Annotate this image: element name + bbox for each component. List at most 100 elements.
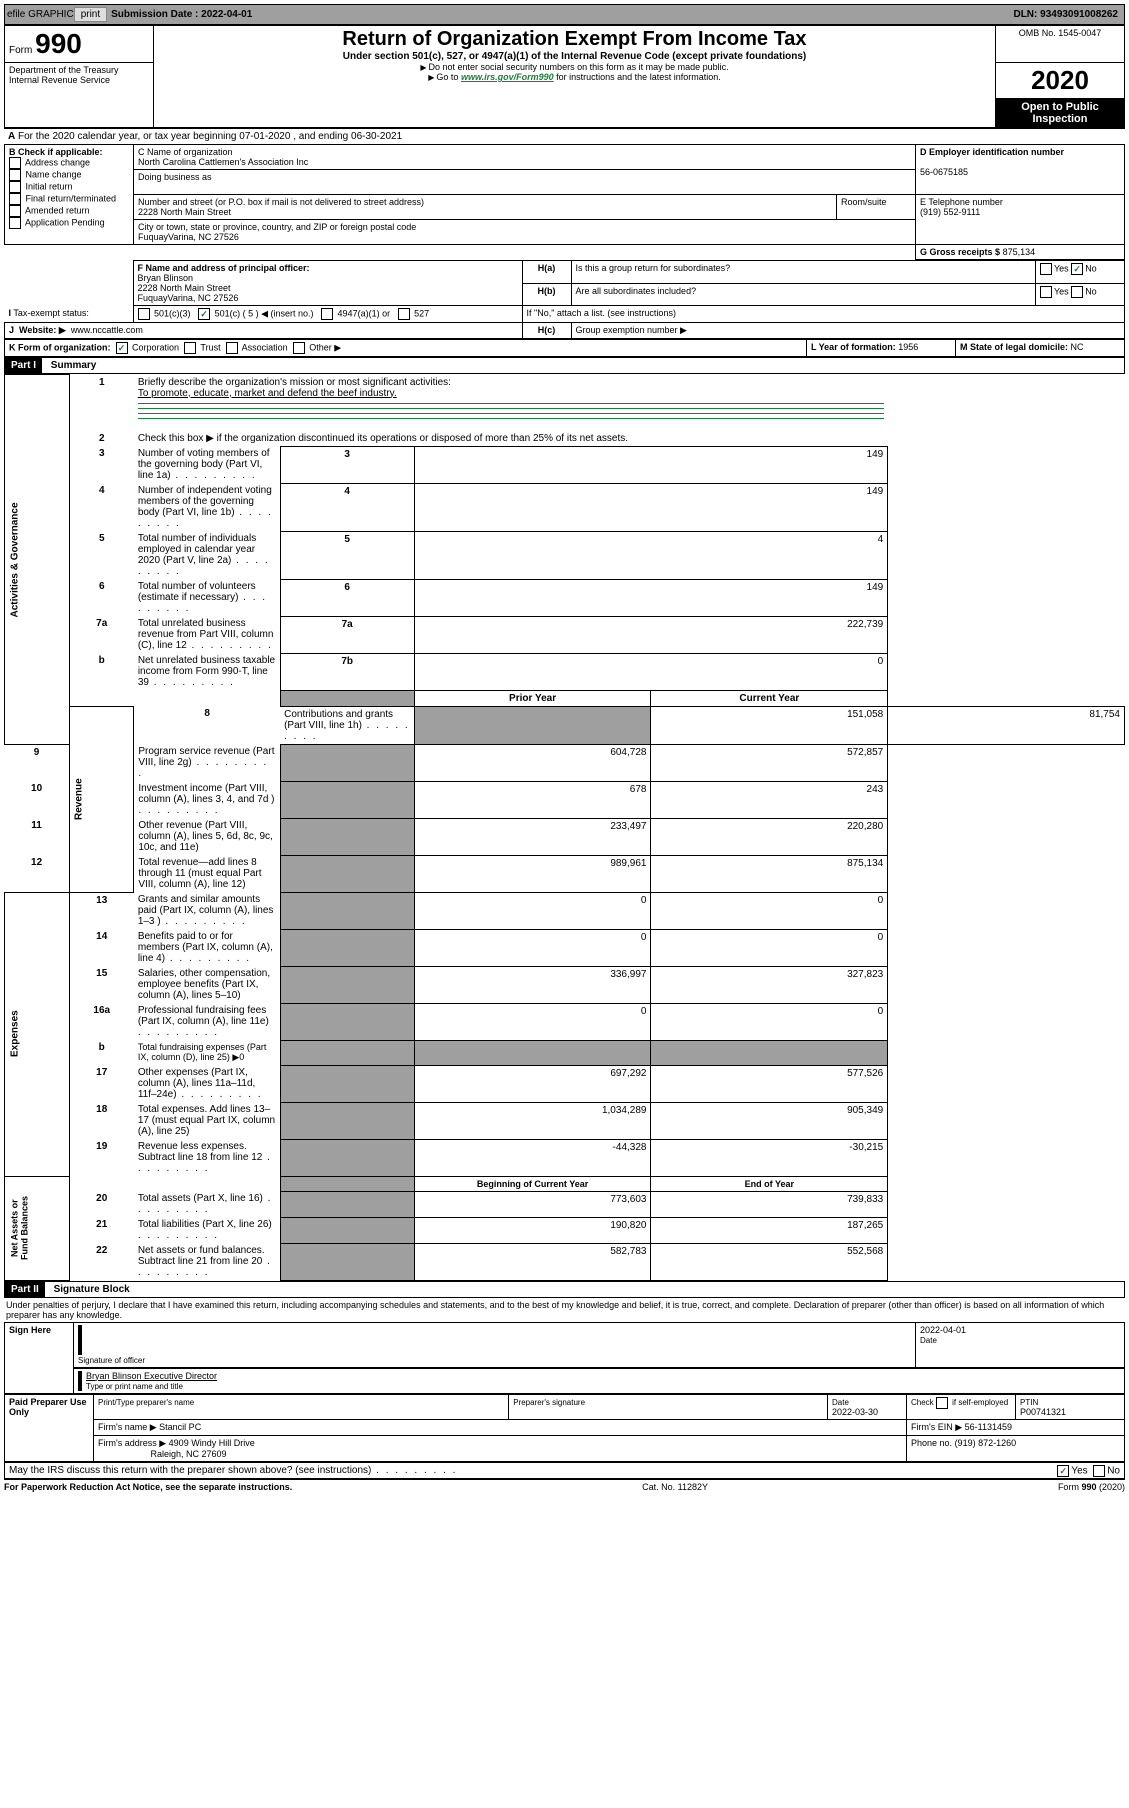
arrow-icon [420,62,428,72]
room-label: Room/suite [841,197,887,207]
officer-section: F Name and address of principal officer:… [4,260,1125,339]
box-l-value: 1956 [898,342,918,352]
sig-date: 2022-04-01 [920,1325,966,1335]
checkbox-irs-yes[interactable] [1057,1465,1069,1477]
dba-label: Doing business as [138,172,212,182]
h-b: Are all subordinates included? [576,286,697,296]
addr-value: 2228 North Main Street [138,207,231,217]
box-b-title: B Check if applicable: [9,147,103,157]
ein-label: D Employer identification number [920,147,1064,157]
checkbox-527[interactable] [398,308,410,320]
form-title: Return of Organization Exempt From Incom… [158,28,991,51]
form990-link[interactable]: www.irs.gov/Form990 [461,72,554,82]
public-inspection: Open to Public Inspection [996,99,1125,128]
instruction-1: Do not enter social security numbers on … [429,62,729,72]
org-name: North Carolina Cattlemen's Association I… [138,157,308,167]
checkbox-address[interactable] [9,157,21,169]
mission: To promote, educate, market and defend t… [138,388,397,399]
officer-addr2: FuquayVarina, NC 27526 [138,293,239,303]
top-bar: efile GRAPHIC print Submission Date : 20… [4,4,1125,25]
ein-value: 56-0675185 [920,167,968,177]
dln: DLN: 93493091008262 [1013,9,1122,20]
form-number: 990 [35,28,82,59]
part2-header: Part II [5,1282,45,1297]
page-footer: For Paperwork Reduction Act Notice, see … [4,1479,1125,1492]
checkbox-final[interactable] [9,193,21,205]
sign-here-section: Sign Here Signature of officer 2022-04-0… [4,1322,1125,1394]
section-a: A For the 2020 calendar year, or tax yea… [4,128,1125,144]
omb-number: OMB No. 1545-0047 [996,26,1125,63]
checkbox-initial[interactable] [9,181,21,193]
footer-mid: Cat. No. 11282Y [642,1482,708,1492]
checkbox-501c3[interactable] [138,308,150,320]
gross-value: 875,134 [1003,247,1036,257]
print-button[interactable]: print [74,7,107,22]
q1: Briefly describe the organization's miss… [138,377,451,388]
gross-label: G Gross receipts $ [920,247,1000,257]
footer-left: For Paperwork Reduction Act Notice, see … [4,1482,292,1492]
checkbox-irs-no[interactable] [1093,1465,1105,1477]
phone-label: E Telephone number [920,197,1003,207]
checkbox-no[interactable] [1071,263,1083,275]
tax-exempt-label: Tax-exempt status: [13,308,89,318]
checkbox-assoc[interactable] [226,342,238,354]
officer-name-label: Type or print name and title [86,1382,183,1391]
q2: Check this box ▶ if the organization dis… [138,433,628,444]
inst2-post: for instructions and the latest informat… [554,72,721,82]
box-l-label: L Year of formation: [811,342,896,352]
part1-table: Activities & Governance 1 Briefly descri… [4,374,1125,1281]
officer-label: F Name and address of principal officer: [138,263,310,273]
checkbox-yes2[interactable] [1040,286,1052,298]
h-c: Group exemption number ▶ [576,325,687,335]
officer-addr1: 2228 North Main Street [138,283,231,293]
sign-here-label: Sign Here [5,1322,74,1393]
form-org-section: K Form of organization: Corporation Trus… [4,339,1125,357]
h-a: Is this a group return for subordinates? [576,263,731,273]
expenses-label: Expenses [5,892,70,1176]
part1-header: Part I [5,358,42,373]
box-m-label: M State of legal domicile: [960,342,1068,352]
form-subtitle: Under section 501(c), 527, or 4947(a)(1)… [158,51,991,62]
box-k-label: K Form of organization: [9,342,111,352]
phone-value: (919) 552-9111 [920,207,980,217]
org-name-label: C Name of organization [138,147,233,157]
info-section: B Check if applicable: Address change Na… [4,144,1125,260]
tax-year: 2020 [996,63,1125,99]
revenue-label: Revenue [69,706,134,892]
activities-label: Activities & Governance [5,375,70,745]
efile-label: efile GRAPHIC [7,9,74,20]
addr-label: Number and street (or P.O. box if mail i… [138,197,424,207]
checkbox-corp[interactable] [116,342,128,354]
department: Department of the Treasury Internal Reve… [5,63,154,128]
firm-phone: (919) 872-1260 [955,1438,1017,1448]
sig-officer-label: Signature of officer [78,1356,145,1365]
checkbox-no2[interactable] [1071,286,1083,298]
checkbox-self-emp[interactable] [936,1397,948,1409]
checkbox-4947[interactable] [321,308,333,320]
part2-title: Signature Block [48,1284,130,1295]
checkbox-yes[interactable] [1040,263,1052,275]
checkbox-amended[interactable] [9,205,21,217]
net-assets-label: Net Assets orFund Balances [5,1176,70,1280]
paid-preparer-section: Paid Preparer Use Only Print/Type prepar… [4,1394,1125,1462]
city-value: FuquayVarina, NC 27526 [138,232,239,242]
submission-date: Submission Date : 2022-04-01 [111,9,252,20]
checkbox-pending[interactable] [9,217,21,229]
checkbox-501c[interactable] [198,308,210,320]
sig-date-label: Date [920,1336,937,1345]
officer-name-sig: Bryan Blinson Executive Director [86,1371,217,1381]
website-value: www.nccattle.com [71,325,143,335]
city-label: City or town, state or province, country… [138,222,416,232]
firm-ein: 56-1131459 [965,1422,1012,1432]
irs-discuss-row: May the IRS discuss this return with the… [4,1462,1125,1479]
form-header: Form 990 Return of Organization Exempt F… [4,25,1125,128]
form-label: Form [9,45,32,56]
firm-name: Stancil PC [159,1422,201,1432]
paid-preparer-label: Paid Preparer Use Only [5,1394,94,1461]
h-b-note: If "No," attach a list. (see instruction… [527,308,676,318]
box-m-value: NC [1071,342,1084,352]
checkbox-trust[interactable] [184,342,196,354]
checkbox-other[interactable] [293,342,305,354]
checkbox-name[interactable] [9,169,21,181]
inst2-pre: Go to [436,72,461,82]
